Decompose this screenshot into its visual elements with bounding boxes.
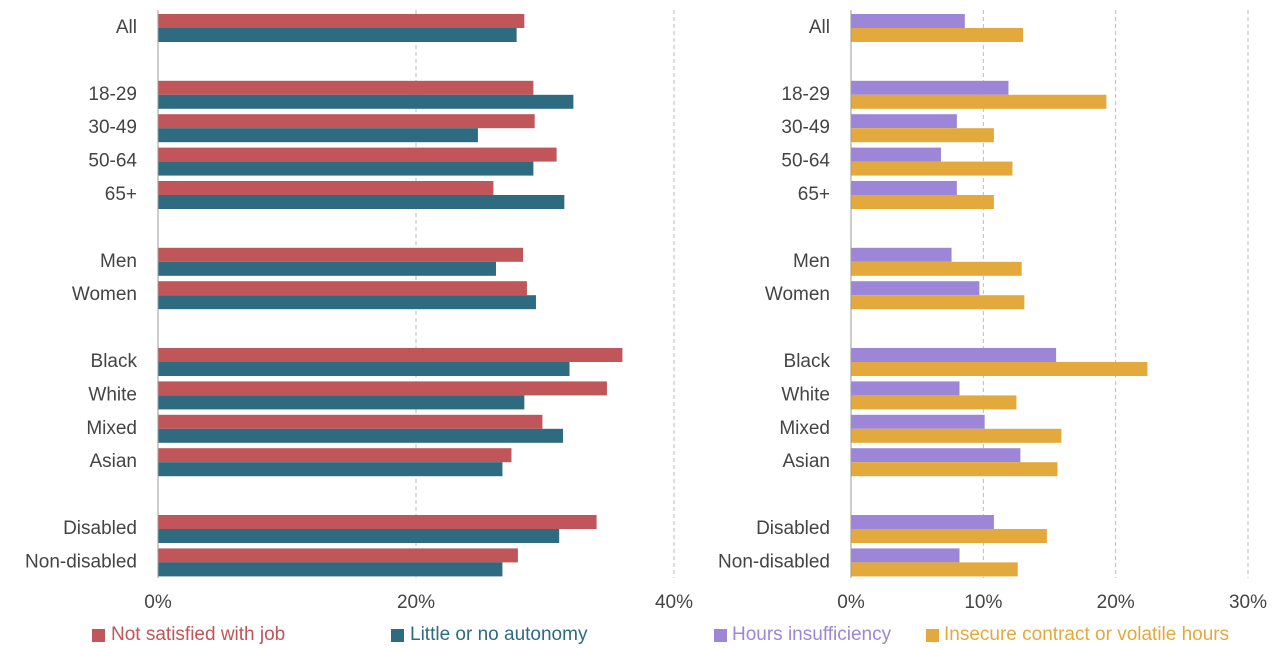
bar: [158, 161, 534, 176]
y-tick-label: Men: [100, 251, 137, 272]
bar: [851, 529, 1047, 543]
y-tick-label: Disabled: [756, 518, 830, 539]
bar: [851, 515, 994, 529]
bar: [158, 295, 536, 310]
y-tick-label: All: [116, 17, 137, 38]
y-tick-label: 50-64: [781, 151, 830, 172]
bar: [851, 114, 957, 129]
legend-label: Hours insufficiency: [732, 624, 892, 645]
y-tick-label: 18-29: [88, 84, 137, 105]
bar: [158, 147, 557, 162]
bar: [851, 348, 1057, 362]
x-tick-label: 40%: [655, 592, 693, 613]
bar: [158, 28, 517, 42]
bar: [851, 94, 1107, 109]
legend-label: Insecure contract or volatile hours: [944, 624, 1229, 645]
legend-swatch: [926, 629, 939, 642]
y-tick-label: Non-disabled: [25, 551, 137, 572]
bar: [158, 114, 535, 129]
y-tick-label: 30-49: [88, 117, 137, 138]
bar: [158, 448, 512, 463]
x-tick-label: 10%: [964, 592, 1002, 613]
y-tick-label: White: [781, 384, 830, 405]
y-tick-label: Non-disabled: [718, 551, 830, 572]
bar: [158, 428, 564, 443]
bar: [158, 529, 560, 543]
bar: [158, 462, 503, 477]
y-tick-label: All: [809, 17, 830, 38]
legend-label: Not satisfied with job: [111, 624, 285, 645]
bar: [851, 14, 965, 28]
bar: [851, 428, 1062, 443]
x-tick-label: 30%: [1229, 592, 1267, 613]
bar: [158, 181, 494, 195]
bar: [851, 414, 985, 429]
bar: [851, 261, 1022, 276]
bar: [158, 515, 597, 529]
bar: [158, 128, 478, 143]
bar: [158, 348, 623, 362]
y-tick-label: Women: [765, 284, 830, 305]
y-tick-label: 30-49: [781, 117, 830, 138]
bar: [851, 548, 960, 563]
y-tick-label: 65+: [798, 184, 830, 205]
bar: [158, 261, 496, 276]
bar: [158, 80, 534, 95]
bar: [158, 362, 570, 376]
y-tick-label: Black: [91, 351, 138, 372]
bar: [851, 161, 1013, 176]
bar: [851, 448, 1021, 463]
bar: [158, 281, 527, 296]
y-tick-label: Mixed: [779, 418, 830, 439]
bar: [158, 14, 525, 28]
x-tick-label: 20%: [1097, 592, 1135, 613]
y-tick-label: Asian: [782, 451, 830, 472]
bar: [851, 562, 1018, 577]
bar: [851, 281, 980, 296]
bar: [158, 247, 524, 262]
bar: [851, 147, 941, 162]
x-tick-label: 0%: [144, 592, 172, 613]
bar: [158, 94, 574, 109]
y-tick-label: Mixed: [86, 418, 137, 439]
bar: [158, 562, 503, 577]
bar: [851, 80, 1009, 95]
legend-swatch: [391, 629, 404, 642]
bar: [851, 462, 1058, 477]
y-tick-label: Asian: [89, 451, 137, 472]
bar: [851, 128, 994, 143]
bar: [158, 414, 543, 429]
bar: [851, 195, 994, 209]
bar: [851, 362, 1148, 376]
y-tick-label: 65+: [105, 184, 137, 205]
y-tick-label: Women: [72, 284, 137, 305]
bar: [158, 195, 565, 209]
y-tick-label: 18-29: [781, 84, 830, 105]
bar: [851, 295, 1025, 310]
bar: [851, 28, 1024, 42]
bar: [851, 247, 952, 262]
y-tick-label: Disabled: [63, 518, 137, 539]
x-tick-label: 20%: [397, 592, 435, 613]
bar: [851, 181, 957, 195]
bar: [851, 395, 1017, 410]
bar: [851, 381, 960, 396]
bar: [158, 548, 518, 563]
x-tick-label: 0%: [837, 592, 865, 613]
legend-swatch: [92, 629, 105, 642]
y-tick-label: 50-64: [88, 151, 137, 172]
y-tick-label: Black: [784, 351, 831, 372]
bar: [158, 381, 607, 396]
legend-label: Little or no autonomy: [410, 624, 588, 645]
legend-swatch: [714, 629, 727, 642]
y-tick-label: White: [88, 384, 137, 405]
y-tick-label: Men: [793, 251, 830, 272]
bar: [158, 395, 525, 410]
